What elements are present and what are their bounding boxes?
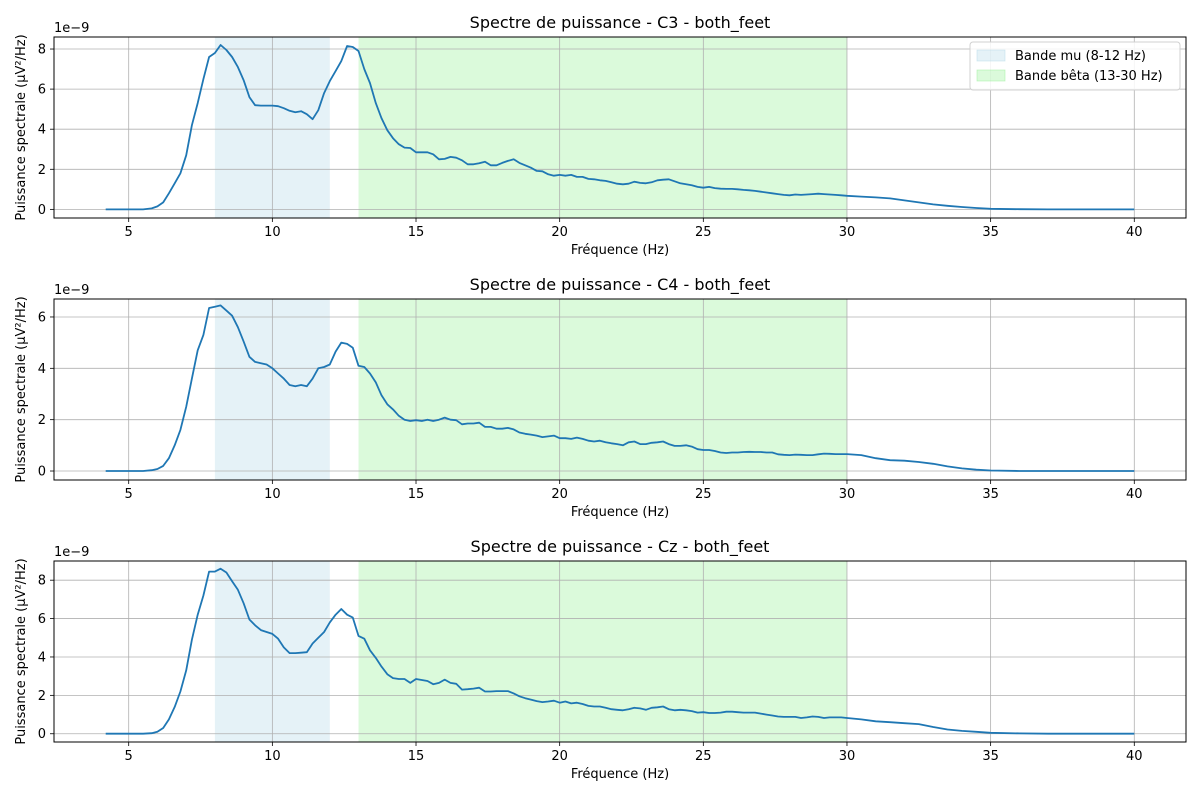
series-line-psd <box>105 304 1135 472</box>
x-tick-label: 35 <box>982 225 999 240</box>
y-tick-label: 6 <box>38 612 46 627</box>
y-axis-title: Puissance spectrale (µV²/Hz) <box>14 34 29 220</box>
legend: Bande mu (8-12 Hz) Bande bêta (13-30 Hz) <box>969 41 1181 91</box>
x-tick-label: 15 <box>408 225 425 240</box>
x-tick-label: 5 <box>125 749 133 764</box>
x-tick-label: 35 <box>982 749 999 764</box>
x-tick-label: 10 <box>264 487 281 502</box>
legend-swatch-mu <box>976 49 1006 62</box>
beta-band <box>358 561 847 742</box>
y-tick-label: 2 <box>38 689 46 704</box>
y-tick-label: 8 <box>38 43 46 58</box>
x-tick-label: 40 <box>1126 749 1143 764</box>
x-tick-label: 30 <box>839 749 856 764</box>
y-offset-label: 1e−9 <box>54 21 89 36</box>
subplot-title: Spectre de puissance - C4 - both_feet <box>470 275 771 295</box>
legend-box <box>969 41 1181 91</box>
x-tick-label: 40 <box>1126 225 1143 240</box>
y-tick-label: 2 <box>38 163 46 178</box>
subplot-title: Spectre de puissance - Cz - both_feet <box>471 537 770 557</box>
x-tick-label: 10 <box>264 749 281 764</box>
axes-frame <box>53 298 1187 481</box>
x-tick-label: 25 <box>695 225 712 240</box>
beta-band <box>358 37 847 218</box>
y-tick-label: 4 <box>38 362 46 377</box>
x-tick-label: 20 <box>551 225 568 240</box>
legend-label-beta: Bande bêta (13-30 Hz) <box>1015 69 1163 84</box>
y-axis-title: Puissance spectrale (µV²/Hz) <box>14 558 29 744</box>
y-tick-label: 0 <box>38 203 46 218</box>
y-offset-label: 1e−9 <box>54 283 89 298</box>
series-line-psd <box>105 567 1135 735</box>
y-tick-label: 6 <box>38 83 46 98</box>
legend-label-mu: Bande mu (8-12 Hz) <box>1015 49 1146 64</box>
x-axis-title: Fréquence (Hz) <box>571 505 669 520</box>
x-tick-label: 5 <box>125 225 133 240</box>
subplot-2: 5 10 15 20 25 30 35 40 0 2 4 6 Spectre de puissance … <box>14 275 1187 520</box>
series-line-psd <box>105 44 1135 211</box>
subplot-3: 5 10 15 20 25 30 35 40 0 2 4 6 8 Spectre de puissance… <box>14 537 1187 782</box>
subplot-title: Spectre de puissance - C3 - both_feet <box>470 13 771 33</box>
x-axis-title: Fréquence (Hz) <box>571 243 669 258</box>
y-offset-label: 1e−9 <box>54 545 89 560</box>
x-tick-label: 40 <box>1126 487 1143 502</box>
x-tick-label: 15 <box>408 749 425 764</box>
x-tick-label: 20 <box>551 749 568 764</box>
y-tick-label: 4 <box>38 650 46 665</box>
y-tick-label: 0 <box>38 727 46 742</box>
x-tick-label: 5 <box>125 487 133 502</box>
x-tick-label: 30 <box>839 225 856 240</box>
x-tick-label: 30 <box>839 487 856 502</box>
y-axis-title: Puissance spectrale (µV²/Hz) <box>14 296 29 482</box>
y-tick-label: 2 <box>38 413 46 428</box>
x-tick-label: 25 <box>695 487 712 502</box>
y-tick-label: 4 <box>38 123 46 138</box>
legend-swatch-beta <box>976 69 1006 82</box>
subplot-1: 5 10 15 20 25 30 35 40 0 2 4 6 8 Spectre de puissance… <box>14 13 1187 258</box>
x-axis-title: Fréquence (Hz) <box>571 767 669 782</box>
x-tick-label: 35 <box>982 487 999 502</box>
x-tick-label: 10 <box>264 225 281 240</box>
y-tick-label: 6 <box>38 310 46 325</box>
y-tick-label: 8 <box>38 574 46 589</box>
x-tick-label: 20 <box>551 487 568 502</box>
beta-band <box>358 299 847 480</box>
x-tick-label: 15 <box>408 487 425 502</box>
y-tick-label: 0 <box>38 465 46 480</box>
x-tick-label: 25 <box>695 749 712 764</box>
axes-frame <box>53 560 1187 743</box>
axes-frame <box>53 36 1187 219</box>
